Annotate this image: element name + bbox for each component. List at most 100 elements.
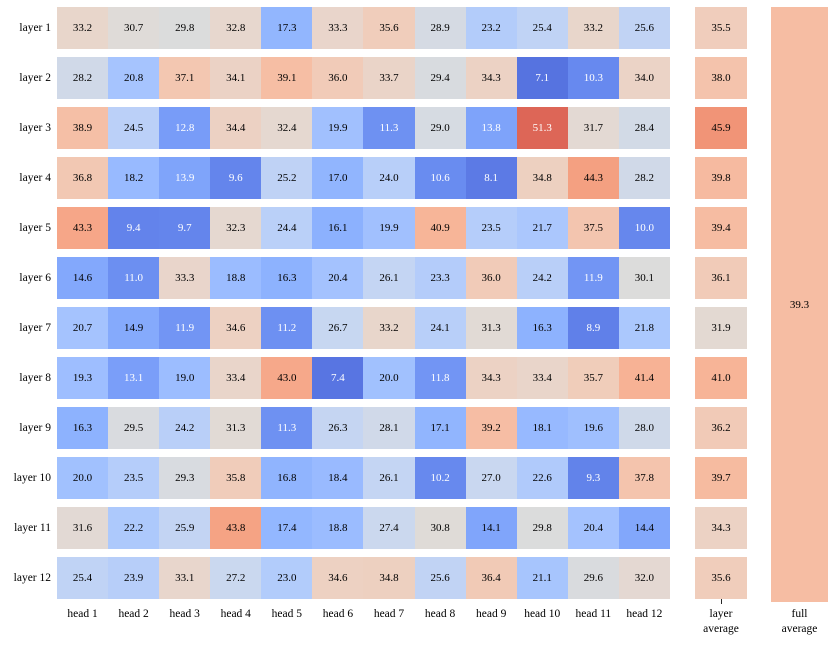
heatmap-cell: 26.7 (312, 307, 364, 349)
heatmap-cell: 25.9 (159, 507, 211, 549)
heatmap-cell: 33.3 (312, 7, 364, 49)
heatmap-row-cells: 43.3 9.4 9.7 32.3 24.4 16.1 19.9 40.9 23.5 21.7 37… (57, 207, 670, 249)
layer-average-axis-tick (721, 599, 722, 604)
row-gap (670, 107, 695, 149)
heatmap-cell: 24.5 (108, 107, 160, 149)
heatmap-cell: 27.0 (465, 457, 517, 499)
heatmap-cell: 43.3 (57, 207, 109, 249)
heatmap-cell: 11.3 (363, 107, 415, 149)
heatmap-cell: 25.6 (618, 7, 670, 49)
row-gap (670, 157, 695, 199)
heatmap-cell: 25.4 (516, 7, 568, 49)
row-label: layer 10 (13, 472, 51, 484)
head-axis-labels: head 1 head 2 head 3 head 4 head 5 head 6 head… (57, 607, 670, 622)
heatmap-row: layer 7 20.7 14.9 11.9 34.6 11.2 26.7 33.2 24.1 3… (0, 307, 747, 349)
col-label: head 3 (169, 608, 200, 620)
heatmap-cell: 33.2 (57, 7, 109, 49)
heatmap-cell: 20.8 (108, 57, 160, 99)
heatmap-cell: 36.0 (312, 57, 364, 99)
heatmap-row-cells: 14.6 11.0 33.3 18.8 16.3 20.4 26.1 23.3 36.0 24.2… (57, 257, 670, 299)
layer-average-cell: 41.0 (695, 357, 747, 399)
heatmap-cell: 19.9 (363, 207, 415, 249)
heatmap-row-cells: 20.0 23.5 29.3 35.8 16.8 18.4 26.1 10.2 27.0 22.6… (57, 457, 670, 499)
row-gap (670, 357, 695, 399)
layer-average-cell: 39.7 (695, 457, 747, 499)
heatmap-cell: 21.8 (618, 307, 670, 349)
layer-average-axis-label: layer average (695, 607, 747, 637)
heatmap-cell: 18.1 (516, 407, 568, 449)
heatmap-cell: 23.0 (261, 557, 313, 599)
heatmap-cell: 12.8 (159, 107, 211, 149)
heatmap-cell: 9.4 (108, 207, 160, 249)
heatmap-row-cells: 20.7 14.9 11.9 34.6 11.2 26.7 33.2 24.1 31.3 16.3… (57, 307, 670, 349)
heatmap-row: layer 9 16.3 29.5 24.2 31.3 11.3 26.3 28.1 17.1 3… (0, 407, 747, 449)
heatmap-cell: 26.1 (363, 257, 415, 299)
col-label: head 4 (220, 608, 251, 620)
heatmap-cell: 30.7 (108, 7, 160, 49)
heatmap-cell: 21.1 (516, 557, 568, 599)
heatmap-cell: 9.7 (159, 207, 211, 249)
row-gap (670, 557, 695, 599)
heatmap-cell: 51.3 (516, 107, 568, 149)
heatmap-cell: 11.0 (108, 257, 160, 299)
heatmap-cell: 33.4 (210, 357, 262, 399)
heatmap-cell: 14.6 (57, 257, 109, 299)
heatmap-cell: 10.0 (618, 207, 670, 249)
heatmap-cell: 27.4 (363, 507, 415, 549)
col-label: head 11 (575, 608, 612, 620)
layer-average-axis-label-line: layer (709, 608, 733, 620)
layer-average-cell: 35.5 (695, 7, 747, 49)
row-gap (670, 407, 695, 449)
heatmap-row: layer 10 20.0 23.5 29.3 35.8 16.8 18.4 26.1 10.2… (0, 457, 747, 499)
row-label: layer 12 (13, 572, 51, 584)
heatmap-cell: 23.3 (414, 257, 466, 299)
heatmap-row-cells: 16.3 29.5 24.2 31.3 11.3 26.3 28.1 17.1 39.2 18.1… (57, 407, 670, 449)
heatmap-cell: 20.4 (312, 257, 364, 299)
heatmap-cell: 26.3 (312, 407, 364, 449)
heatmap-cell: 20.4 (567, 507, 619, 549)
heatmap-cell: 34.3 (465, 57, 517, 99)
heatmap-cell: 13.8 (465, 107, 517, 149)
heatmap-cell: 18.8 (312, 507, 364, 549)
heatmap-cell: 33.3 (159, 257, 211, 299)
full-average-value: 39.3 (789, 298, 810, 311)
heatmap-cell: 30.1 (618, 257, 670, 299)
layer-average-cell: 31.9 (695, 307, 747, 349)
heatmap-cell: 39.2 (465, 407, 517, 449)
heatmap-row-cells: 31.6 22.2 25.9 43.8 17.4 18.8 27.4 30.8 14.1 29.8… (57, 507, 670, 549)
col-label: head 9 (475, 608, 507, 620)
heatmap-cell: 19.3 (57, 357, 109, 399)
heatmap-row: layer 6 14.6 11.0 33.3 18.8 16.3 20.4 26.1 23.3 3… (0, 257, 747, 299)
heatmap-cell: 31.3 (465, 307, 517, 349)
row-label: layer 9 (19, 422, 51, 434)
heatmap-cell: 11.8 (414, 357, 466, 399)
col-label: head 5 (271, 608, 303, 620)
heatmap-cell: 28.2 (618, 157, 670, 199)
heatmap-cell: 17.3 (261, 7, 313, 49)
heatmap-cell: 24.2 (516, 257, 568, 299)
row-gap (670, 257, 695, 299)
layer-average-cell: 36.1 (695, 257, 747, 299)
heatmap-cell: 34.3 (465, 357, 517, 399)
heatmap-cell: 24.4 (261, 207, 313, 249)
heatmap-cell: 36.4 (465, 557, 517, 599)
heatmap-cell: 29.3 (159, 457, 211, 499)
heatmap-cell: 25.4 (57, 557, 109, 599)
heatmap-row: layer 11 31.6 22.2 25.9 43.8 17.4 18.8 27.4 30.8… (0, 507, 747, 549)
heatmap-row: layer 12 25.4 23.9 33.1 27.2 23.0 34.6 34.8 25.6… (0, 557, 747, 599)
heatmap-row-cells: 25.4 23.9 33.1 27.2 23.0 34.6 34.8 25.6 36.4 21.1… (57, 557, 670, 599)
heatmap-cell: 28.9 (414, 7, 466, 49)
heatmap-row-cells: 28.2 20.8 37.1 34.1 39.1 36.0 33.7 29.4 34.3 7.1 1… (57, 57, 670, 99)
heatmap-cell: 33.4 (516, 357, 568, 399)
heatmap-cell: 26.1 (363, 457, 415, 499)
heatmap-cell: 32.4 (261, 107, 313, 149)
heatmap-cell: 20.0 (363, 357, 415, 399)
heatmap-row-cells: 36.8 18.2 13.9 9.6 25.2 17.0 24.0 10.6 8.1 34.8 44… (57, 157, 670, 199)
heatmap-row: layer 4 36.8 18.2 13.9 9.6 25.2 17.0 24.0 10.6 8.… (0, 157, 747, 199)
heatmap-cell: 29.8 (159, 7, 211, 49)
layer-average-cell: 36.2 (695, 407, 747, 449)
heatmap-cell: 19.6 (567, 407, 619, 449)
row-gap (670, 57, 695, 99)
heatmap-cell: 14.1 (465, 507, 517, 549)
